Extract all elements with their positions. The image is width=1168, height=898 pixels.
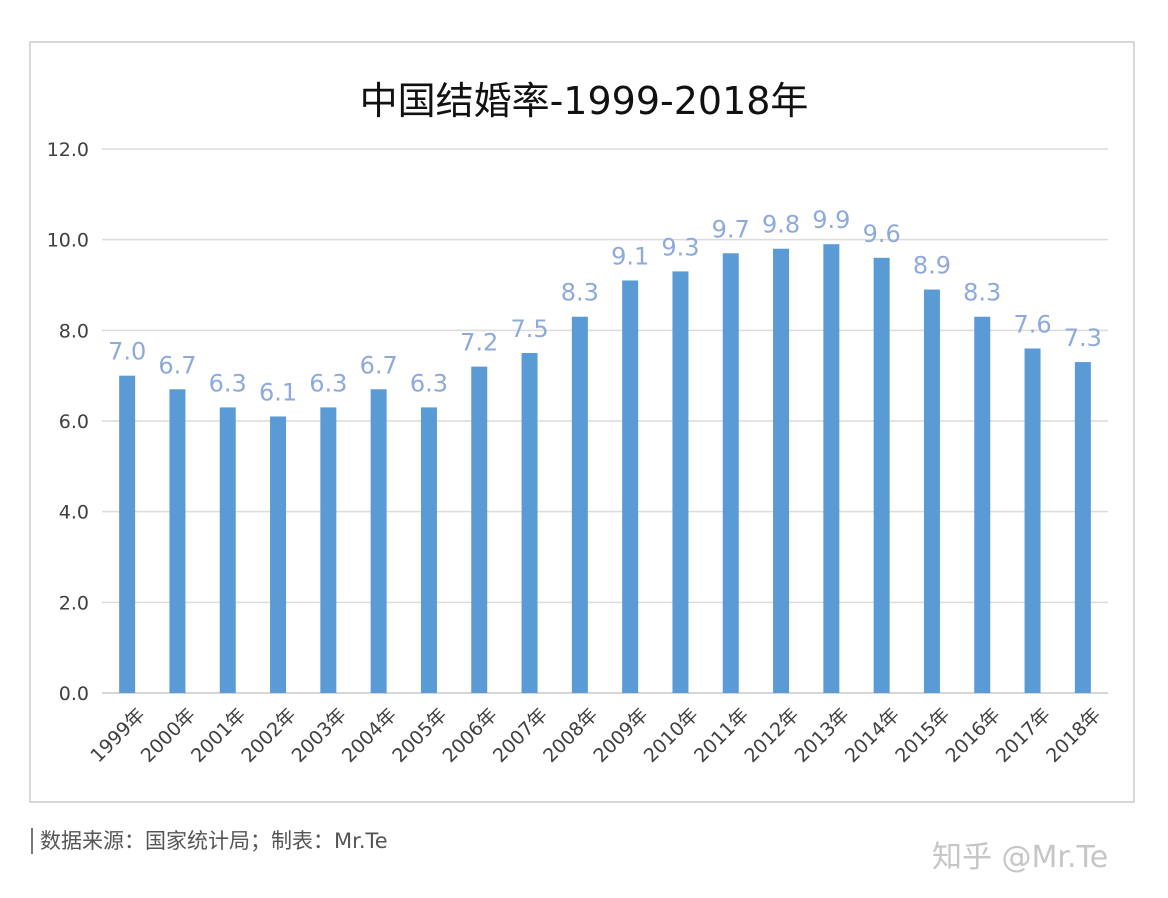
data-label: 9.7 bbox=[712, 215, 750, 243]
bar bbox=[672, 271, 689, 693]
bar bbox=[722, 253, 739, 693]
x-tick-label: 2005年 bbox=[388, 704, 451, 767]
bar bbox=[420, 407, 437, 693]
bar bbox=[923, 289, 940, 693]
x-tick-label: 2017年 bbox=[992, 704, 1055, 767]
y-tick-label: 0.0 bbox=[59, 683, 89, 705]
data-label: 6.1 bbox=[259, 378, 297, 406]
data-label: 6.7 bbox=[360, 351, 398, 379]
bar bbox=[823, 244, 840, 693]
data-label: 6.3 bbox=[410, 369, 448, 397]
data-label: 8.9 bbox=[913, 252, 951, 280]
data-label: 7.6 bbox=[1013, 310, 1051, 338]
data-label: 7.0 bbox=[108, 338, 146, 366]
bar bbox=[320, 407, 337, 693]
x-tick-label: 2006年 bbox=[438, 704, 501, 767]
data-label: 8.3 bbox=[561, 279, 599, 307]
watermark: 知乎 @Mr.Te bbox=[932, 840, 1109, 875]
bar bbox=[773, 248, 790, 693]
data-label: 9.3 bbox=[661, 233, 699, 261]
data-label: 7.2 bbox=[460, 329, 498, 357]
bar bbox=[370, 389, 387, 693]
x-tick-label: 2000年 bbox=[137, 704, 200, 767]
data-label: 9.6 bbox=[863, 220, 901, 248]
x-tick-label: 2014年 bbox=[841, 704, 904, 767]
bar bbox=[119, 375, 136, 693]
x-tick-label: 2011年 bbox=[690, 704, 753, 767]
x-tick-label: 1999年 bbox=[86, 704, 149, 767]
y-tick-label: 2.0 bbox=[59, 592, 89, 614]
y-tick-label: 6.0 bbox=[59, 411, 89, 433]
data-label: 9.9 bbox=[812, 206, 850, 234]
source-note: 数据来源：国家统计局；制表：Mr.Te bbox=[31, 828, 388, 854]
x-tick-label: 2001年 bbox=[187, 704, 250, 767]
x-tick-label: 2015年 bbox=[891, 704, 954, 767]
x-tick-label: 2013年 bbox=[791, 704, 854, 767]
x-tick-label: 2009年 bbox=[589, 704, 652, 767]
x-tick-label: 2010年 bbox=[640, 704, 703, 767]
y-tick-label: 10.0 bbox=[47, 230, 89, 252]
data-label: 7.3 bbox=[1064, 324, 1102, 352]
chart-title: 中国结婚率-1999-2018年 bbox=[359, 79, 809, 123]
x-tick-label: 2016年 bbox=[941, 704, 1004, 767]
bar bbox=[622, 280, 639, 693]
data-label: 6.7 bbox=[158, 351, 196, 379]
bar bbox=[571, 316, 588, 693]
x-tick-label: 2018年 bbox=[1042, 704, 1105, 767]
bar bbox=[1074, 362, 1091, 693]
y-tick-label: 12.0 bbox=[47, 139, 89, 161]
x-tick-label: 2007年 bbox=[489, 704, 552, 767]
bar bbox=[521, 353, 538, 693]
bar bbox=[873, 257, 890, 693]
bar bbox=[471, 366, 488, 693]
x-tick-label: 2004年 bbox=[338, 704, 401, 767]
data-label: 8.3 bbox=[963, 279, 1001, 307]
data-label: 7.5 bbox=[510, 315, 548, 343]
bar bbox=[169, 389, 186, 693]
bar bbox=[974, 316, 991, 693]
y-tick-label: 8.0 bbox=[59, 320, 89, 342]
bar bbox=[270, 416, 287, 693]
data-label: 9.1 bbox=[611, 242, 649, 270]
x-tick-label: 2003年 bbox=[288, 704, 351, 767]
x-tick-label: 2002年 bbox=[237, 704, 300, 767]
data-label: 6.3 bbox=[209, 369, 247, 397]
bar bbox=[219, 407, 236, 693]
x-tick-label: 2008年 bbox=[539, 704, 602, 767]
x-tick-label: 2012年 bbox=[740, 704, 803, 767]
bar bbox=[1024, 348, 1041, 693]
data-label: 9.8 bbox=[762, 211, 800, 239]
data-label: 6.3 bbox=[309, 369, 347, 397]
y-tick-label: 4.0 bbox=[59, 502, 89, 524]
